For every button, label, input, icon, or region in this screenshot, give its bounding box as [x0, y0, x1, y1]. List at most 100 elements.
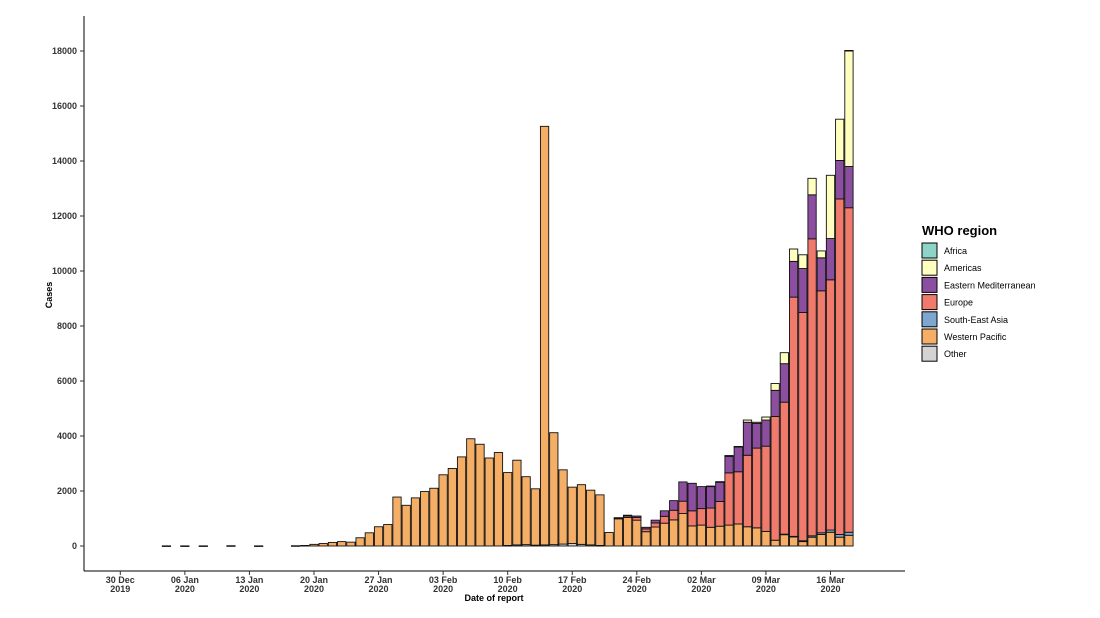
bar-segment-eastern-mediterranean [696, 486, 706, 510]
bar-segment-americas [752, 421, 762, 424]
bar-segment-western-pacific [198, 545, 208, 547]
bar-segment-western-pacific [539, 125, 550, 546]
x-tick-year: 2020 [239, 584, 259, 594]
bar-feb-19 [586, 489, 596, 547]
bar-segment-europe [752, 447, 762, 529]
bar-segment-western-pacific [632, 519, 642, 547]
legend-label-other: Other [944, 349, 967, 359]
bar-segment-americas [789, 248, 799, 262]
bar-segment-americas [816, 250, 826, 259]
y-tick-label: 8000 [57, 321, 77, 331]
bar-feb-05 [456, 456, 467, 547]
bar-mar-08 [752, 421, 762, 547]
bar-segment-south-east-asia [844, 531, 854, 536]
bar-segment-western-pacific [604, 532, 614, 547]
bar-segment-western-pacific [558, 469, 568, 545]
bar-feb-15 [549, 432, 559, 547]
x-tick-label: 27 Jan [365, 575, 393, 585]
bar-segment-eastern-mediterranean [770, 389, 780, 417]
bar-jan-26 [364, 532, 374, 547]
y-tick-label: 18000 [52, 46, 77, 56]
y-tick-label: 16000 [52, 101, 77, 111]
bar-segment-western-pacific [383, 524, 393, 547]
bar-segment-western-pacific [521, 476, 531, 546]
bar-segment-europe [733, 471, 743, 525]
legend-label-eastern-mediterranean: Eastern Mediterranean [944, 280, 1036, 290]
bar-feb-25 [641, 526, 651, 547]
bar-segment-americas [742, 419, 753, 423]
bar-segment-western-pacific [180, 545, 190, 547]
bar-feb-29 [678, 481, 688, 547]
x-axis-title: Date of report [464, 593, 523, 603]
bar-segment-americas [705, 485, 716, 488]
legend-swatch-western-pacific [921, 328, 938, 345]
bar-segment-europe [807, 238, 817, 537]
bar-feb-12 [521, 476, 531, 547]
bar-segment-europe [678, 500, 688, 514]
x-tick-label: 10 Feb [493, 575, 522, 585]
bar-segment-western-pacific [779, 534, 789, 547]
bar-segment-europe [770, 416, 780, 541]
bar-segment-western-pacific [835, 536, 845, 547]
bar-segment-western-pacific [752, 527, 762, 547]
x-tick-year: 2020 [627, 584, 647, 594]
bar-segment-western-pacific [678, 513, 688, 547]
bar-jan-24 [346, 541, 356, 547]
bar-segment-western-pacific [327, 541, 338, 547]
bar-segment-western-pacific [613, 518, 623, 547]
x-tick-label: 02 Mar [687, 575, 716, 585]
bar-segment-western-pacific [429, 487, 439, 547]
bar-jan-27 [373, 526, 384, 547]
bar-feb-18 [576, 484, 587, 547]
bar-mar-12 [789, 248, 799, 547]
bar-segment-europe [696, 508, 706, 526]
bar-segment-europe [825, 279, 836, 531]
bar-segment-western-pacific [622, 516, 633, 547]
bar-feb-11 [512, 459, 522, 547]
bar-segment-americas [715, 481, 725, 483]
bar-segment-western-pacific [456, 456, 467, 547]
bar-jan-21 [318, 543, 328, 547]
bar-segment-eastern-mediterranean [844, 166, 854, 209]
bar-feb-04 [447, 468, 457, 547]
bar-feb-21 [604, 532, 614, 547]
bar-segment-western-pacific [410, 497, 421, 547]
bar-segment-europe [715, 501, 725, 527]
bar-segment-western-pacific [364, 532, 374, 547]
bar-jan-06 [180, 545, 190, 547]
bar-feb-24 [632, 515, 642, 547]
bar-segment-americas [825, 174, 836, 240]
legend-title: WHO region [922, 223, 997, 238]
bar-segment-eastern-mediterranean [798, 268, 808, 313]
bar-segment-western-pacific [770, 539, 780, 547]
bar-feb-02 [429, 487, 439, 547]
bar-segment-western-pacific [807, 536, 817, 547]
bar-segment-europe [816, 290, 826, 534]
bar-segment-western-pacific [687, 525, 697, 547]
bar-mar-18 [844, 50, 854, 547]
bar-segment-western-pacific [696, 524, 706, 547]
bar-segment-europe [724, 472, 734, 526]
y-tick-label: 4000 [57, 431, 77, 441]
bar-segment-western-pacific [373, 526, 384, 547]
bar-segment-europe [789, 296, 799, 537]
bar-segment-western-pacific [798, 541, 808, 547]
bar-jan-11 [226, 545, 236, 547]
bar-feb-07 [475, 443, 485, 547]
bar-segment-americas [770, 383, 780, 391]
bar-feb-06 [466, 438, 476, 547]
bar-segment-europe [761, 445, 771, 532]
x-tick-year: 2019 [110, 584, 130, 594]
bar-segment-western-pacific [549, 432, 559, 546]
x-tick-year: 2020 [369, 584, 389, 594]
x-tick-label: 06 Jan [171, 575, 199, 585]
bar-feb-17 [567, 486, 577, 547]
bar-segment-western-pacific [659, 522, 670, 547]
x-tick-label: 30 Dec [106, 575, 135, 585]
bar-feb-03 [438, 474, 448, 547]
bar-feb-22 [613, 517, 623, 547]
x-tick-year: 2020 [756, 584, 776, 594]
bar-segment-eastern-mediterranean [761, 419, 771, 447]
bar-segment-eastern-mediterranean [835, 159, 845, 200]
